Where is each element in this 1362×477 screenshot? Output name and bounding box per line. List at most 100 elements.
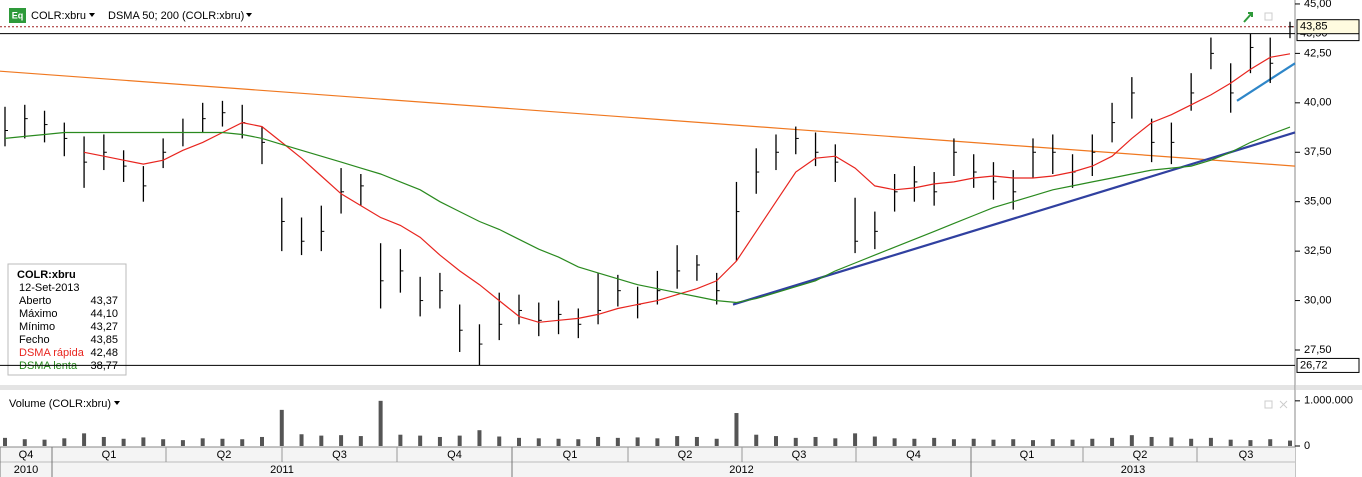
- info-value: 43,85: [90, 334, 118, 346]
- volume-bar: [1110, 437, 1115, 446]
- volume-bar: [220, 438, 225, 446]
- volume-bar: [774, 436, 778, 446]
- dropdown[interactable]: [114, 401, 120, 405]
- volume-bar: [1268, 439, 1273, 446]
- volume-bar: [240, 439, 245, 446]
- volume-bar: [339, 435, 344, 446]
- volume-bar: [833, 438, 838, 446]
- volume-bar: [1050, 439, 1055, 446]
- volume-bar: [1228, 439, 1233, 446]
- trendline: [0, 70, 1296, 167]
- quarter-label: Q2: [1133, 449, 1148, 461]
- volume-bar: [378, 400, 383, 446]
- volume-bar: [991, 439, 996, 446]
- trend-icon[interactable]: [1243, 12, 1253, 23]
- volume-bar: [596, 436, 601, 446]
- quarter-label: Q4: [19, 449, 34, 461]
- volume-bar: [1090, 438, 1095, 446]
- volume-bar: [675, 436, 680, 446]
- info-box-frame: [7, 263, 127, 376]
- info-value: 42,48: [90, 347, 118, 359]
- info-label: Aberto: [19, 295, 51, 307]
- volume-bar: [141, 437, 146, 446]
- volume-bar: [872, 436, 877, 446]
- level-box: [1296, 19, 1360, 35]
- volume-bar: [180, 440, 185, 446]
- volume-bar: [497, 436, 502, 446]
- year-label: 2013: [1121, 464, 1145, 476]
- volume-bar: [1031, 440, 1035, 446]
- volume-bar: [299, 434, 304, 446]
- quarter-label: Q4: [906, 449, 921, 461]
- volume-bar: [3, 437, 7, 446]
- quarter-label: Q3: [792, 449, 807, 461]
- level-box: [1296, 357, 1360, 373]
- volume-bar: [437, 436, 442, 446]
- quarter-label: Q1: [563, 449, 578, 461]
- series-title[interactable]: COLR:xbru: [31, 10, 86, 22]
- volume-bar: [121, 438, 126, 446]
- info-value: 43,37: [90, 295, 118, 307]
- volume-bar: [22, 439, 27, 446]
- icon-label: Eq: [12, 10, 24, 20]
- info-value: 44,10: [90, 308, 118, 320]
- info-label: Mínimo: [19, 321, 55, 333]
- moving-average: [4, 126, 1291, 304]
- volume-bar: [1011, 439, 1016, 446]
- pane-separator: [1296, 385, 1362, 390]
- volume-bar: [1248, 440, 1253, 446]
- quarter-label: Q2: [217, 449, 232, 461]
- volume-bar: [161, 439, 166, 446]
- quarter-label: Q2: [678, 449, 693, 461]
- volume-bar: [655, 438, 660, 446]
- dropdown[interactable]: [246, 13, 252, 17]
- dropdown[interactable]: [89, 13, 95, 17]
- quarter-label: Q3: [332, 449, 347, 461]
- quarter-label: Q1: [102, 449, 117, 461]
- level-label: 43,85: [1300, 21, 1328, 33]
- info-label: DSMA rápida: [19, 347, 85, 359]
- volume-bar: [82, 433, 87, 446]
- info-date: 12-Set-2013: [19, 282, 80, 294]
- volume-bar: [1149, 436, 1154, 446]
- volume-bar: [62, 438, 67, 446]
- volume-bar: [615, 437, 620, 446]
- volume-bar: [101, 436, 106, 446]
- volume-bar: [1189, 438, 1194, 446]
- volume-bar: [1169, 437, 1174, 446]
- level-label: 26,72: [1300, 359, 1328, 371]
- volume-bar: [517, 437, 521, 446]
- pane-button[interactable]: [1264, 400, 1273, 409]
- info-value: 43,27: [90, 321, 118, 333]
- y-tick-label: 32,50: [1304, 245, 1332, 257]
- pane-button[interactable]: [1264, 12, 1273, 21]
- indicator-title[interactable]: DSMA 50; 200 (COLR:xbru): [108, 10, 244, 22]
- info-label: Máximo: [19, 308, 58, 320]
- quarter-label: Q3: [1239, 449, 1254, 461]
- info-box: COLR:xbru 12-Set-2013 Aberto 43,37 Máximo 4…: [7, 263, 127, 376]
- volume-bar: [398, 434, 403, 446]
- volume-bar: [951, 439, 956, 446]
- year-label: 2012: [729, 464, 753, 476]
- volume-bar: [556, 438, 561, 446]
- close-button[interactable]: [1279, 400, 1288, 409]
- volume-bar: [714, 438, 719, 446]
- trendline: [1236, 62, 1296, 102]
- volume-bar: [734, 413, 739, 446]
- volume-bar: [793, 437, 798, 446]
- volume-bar: [200, 438, 205, 446]
- volume-title[interactable]: Volume (COLR:xbru): [9, 398, 111, 410]
- icon[interactable]: [9, 8, 26, 23]
- volume-bar: [912, 438, 917, 446]
- quarter-label: Q1: [1020, 449, 1035, 461]
- y-tick-label: 30,00: [1304, 294, 1332, 306]
- volume-bar: [1070, 439, 1075, 446]
- volume-bar: [694, 436, 699, 446]
- volume-bar: [358, 436, 363, 446]
- year-label: 2010: [14, 464, 38, 476]
- volume-bar: [1288, 440, 1292, 446]
- volume-bar: [754, 434, 759, 446]
- volume-bar: [635, 437, 640, 446]
